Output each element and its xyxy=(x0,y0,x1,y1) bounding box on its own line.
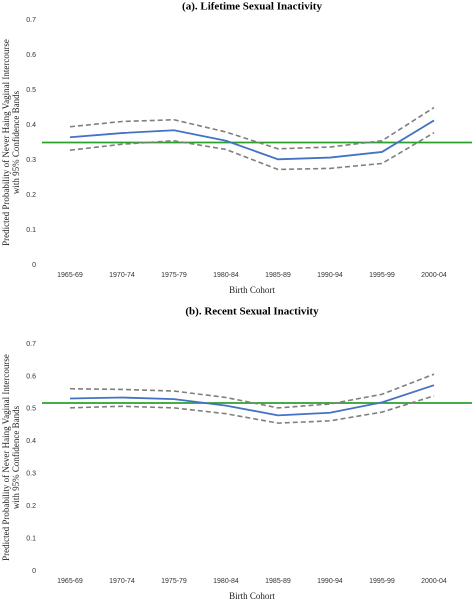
x-tick-label: 1965-69 xyxy=(57,272,83,279)
y-tick-label: 0 xyxy=(32,262,36,269)
y-tick-label: 0.4 xyxy=(26,438,36,445)
y-tick-label: 0.7 xyxy=(26,17,36,24)
y-axis-label: with 95% Confidence Bands xyxy=(11,90,21,194)
x-tick-label: 2000-04 xyxy=(421,272,447,279)
x-tick-label: 1965-69 xyxy=(57,578,83,585)
x-tick-label: 1995-99 xyxy=(369,578,395,585)
x-axis-label: Birth Cohort xyxy=(229,285,275,295)
y-tick-label: 0.5 xyxy=(26,406,36,413)
x-tick-label: 1990-94 xyxy=(317,272,343,279)
y-tick-label: 0.2 xyxy=(26,503,36,510)
y-tick-label: 0.4 xyxy=(26,122,36,129)
y-tick-label: 0.1 xyxy=(26,535,36,542)
x-tick-label: 1980-84 xyxy=(213,272,239,279)
y-tick-label: 0.3 xyxy=(26,471,36,478)
y-axis-label: with 95% Confidence Bands xyxy=(11,405,21,509)
x-tick-label: 1975-79 xyxy=(161,272,187,279)
x-tick-label: 1990-94 xyxy=(317,578,343,585)
y-tick-label: 0.7 xyxy=(26,341,36,348)
estimate-line xyxy=(69,119,435,161)
x-tick-label: 1975-79 xyxy=(161,578,187,585)
x-tick-label: 1995-99 xyxy=(369,272,395,279)
chart-title: (a). Lifetime Sexual Inactivity xyxy=(182,1,322,13)
y-tick-label: 0.1 xyxy=(26,227,36,234)
x-tick-label: 2000-04 xyxy=(421,578,447,585)
estimate-line xyxy=(69,384,435,417)
y-tick-label: 0 xyxy=(32,568,36,575)
y-axis-label: Predicted Probability of Never Haing Vag… xyxy=(1,39,11,246)
x-tick-label: 1985-89 xyxy=(265,578,291,585)
confidence-band-line xyxy=(69,106,435,150)
confidence-band-line xyxy=(69,373,435,409)
x-tick-label: 1970-74 xyxy=(109,272,135,279)
y-tick-label: 0.6 xyxy=(26,373,36,380)
x-tick-label: 1970-74 xyxy=(109,578,135,585)
y-tick-label: 0.6 xyxy=(26,52,36,59)
confidence-band-line xyxy=(69,132,435,171)
x-axis-label: Birth Cohort xyxy=(229,591,275,601)
x-tick-label: 1985-89 xyxy=(265,272,291,279)
y-axis-label: Predicted Probability of Never Haing Vag… xyxy=(1,354,11,561)
y-tick-label: 0.2 xyxy=(26,192,36,199)
y-tick-label: 0.5 xyxy=(26,87,36,94)
y-tick-label: 0.3 xyxy=(26,157,36,164)
chart-title: (b). Recent Sexual Inactivity xyxy=(185,306,319,318)
x-tick-label: 1980-84 xyxy=(213,578,239,585)
confidence-band-line xyxy=(69,395,435,424)
